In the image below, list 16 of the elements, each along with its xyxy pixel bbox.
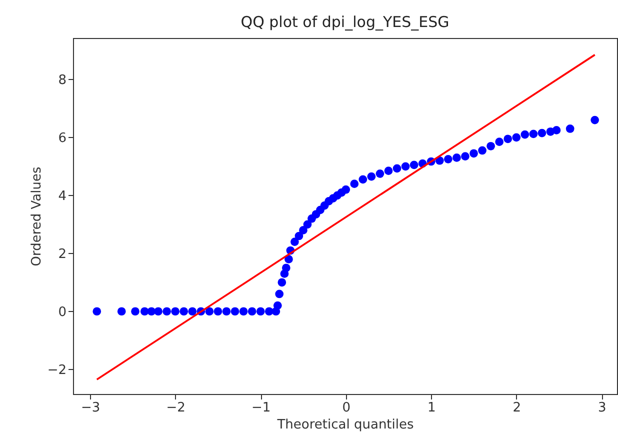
y-tick-label: −2 bbox=[47, 362, 66, 378]
chart-title: QQ plot of dpi_log_YES_ESG bbox=[240, 13, 450, 31]
y-tick-label: 4 bbox=[58, 188, 66, 204]
y-tick-label: 8 bbox=[58, 72, 66, 88]
x-tick-label: 3 bbox=[598, 400, 606, 416]
y-tick-label: 6 bbox=[58, 130, 66, 146]
x-tick-label: −3 bbox=[80, 400, 100, 416]
x-tick-label: 0 bbox=[342, 400, 350, 416]
x-tick-label: 1 bbox=[427, 400, 436, 416]
y-tick-label: 0 bbox=[58, 304, 66, 320]
x-tick-label: 2 bbox=[512, 400, 522, 416]
x-axis-title: Theoretical quantiles bbox=[276, 418, 414, 432]
y-tick-label: 2 bbox=[58, 246, 66, 262]
y-axis-title: Ordered Values bbox=[29, 166, 44, 266]
x-tick-label: −1 bbox=[252, 400, 271, 416]
x-tick-label: −2 bbox=[166, 400, 186, 416]
